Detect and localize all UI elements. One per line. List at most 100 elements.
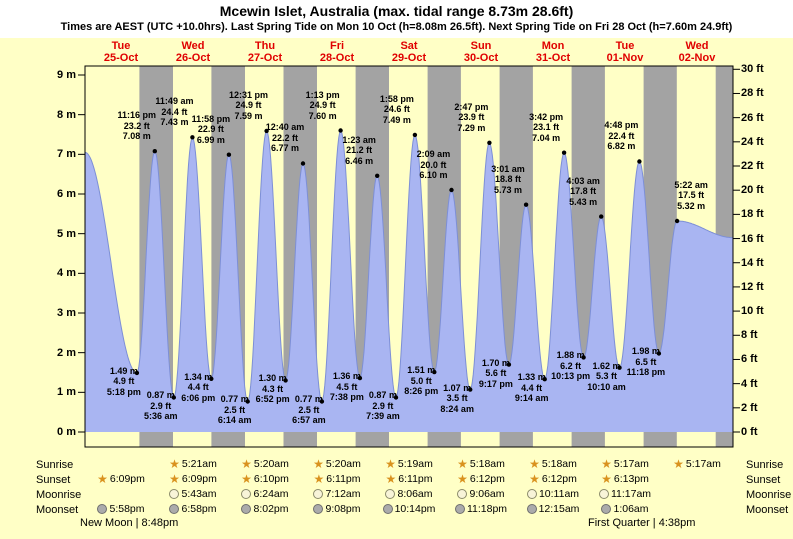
moonrise-row-label-left: Moonrise: [36, 489, 82, 501]
y-axis-label-ft: 30 ft: [741, 63, 764, 76]
moonset-time-text: 8:02pm: [253, 503, 289, 515]
sunrise-time: ★ 5:20am: [305, 458, 369, 470]
high-tide-label: 11:49 am 24.4 ft 7.43 m: [155, 96, 194, 128]
sunset-star-icon: ★: [313, 472, 325, 486]
moonset-icon: [313, 504, 324, 514]
moonset-time: 12:15am: [521, 503, 585, 515]
low-tide-label: 1.33 m 4.4 ft 9:14 am: [514, 372, 549, 404]
sunset-star-icon: ★: [169, 472, 180, 486]
plot-border: [84, 65, 734, 448]
sunrise-time: ★ 5:21am: [161, 458, 225, 470]
sunset-time-text: 6:12pm: [469, 473, 505, 485]
high-tide-label: 4:48 pm 22.4 ft 6.82 m: [604, 120, 639, 152]
sunrise-row-label-left: Sunrise: [36, 459, 74, 471]
moonset-icon: [382, 504, 393, 514]
tide-extreme-marker: [338, 128, 343, 133]
tide-extreme-marker: [561, 150, 567, 155]
low-tide-label: 0.87 m 2.9 ft 5:36 am: [144, 390, 178, 422]
y-axis-label-m: 8 m: [57, 108, 76, 121]
sunset-time: ★ 6:12pm: [449, 473, 513, 485]
y-axis-label-m: 5 m: [57, 227, 76, 240]
low-tide-label: 1.07 m 3.5 ft 8:24 am: [440, 382, 474, 414]
moonrise-row-label-right: Moonrise: [746, 489, 792, 501]
moonset-time: 11:18pm: [449, 503, 513, 515]
y-axis-label-ft: 8 ft: [741, 329, 758, 342]
sunrise-time-text: 5:19am: [397, 458, 433, 470]
y-axis-label-m: 7 m: [57, 148, 76, 161]
sunset-time-text: 6:11pm: [398, 473, 433, 485]
moonset-icon: [601, 504, 612, 514]
sunrise-star-icon: ★: [169, 457, 180, 471]
tide-extreme-marker: [393, 395, 399, 400]
title-area: Mcewin Islet, Australia (max. tidal rang…: [0, 0, 793, 38]
sunset-star-icon: ★: [457, 472, 468, 486]
high-tide-label: 12:40 am 22.2 ft 6.77 m: [265, 122, 305, 154]
tide-extreme-marker: [357, 375, 363, 381]
day-header: Fri 28-Oct: [319, 40, 355, 64]
moonrise-icon: [313, 489, 324, 499]
moonrise-time: 5:43am: [161, 488, 225, 500]
tide-extreme-marker: [300, 161, 306, 166]
moonset-time-text: 9:08pm: [325, 503, 361, 515]
y-axis-label-ft: 26 ft: [741, 111, 764, 124]
low-tide-label: 0.87 m 2.9 ft 7:39 am: [366, 390, 400, 422]
sunrise-time-text: 5:18am: [541, 458, 577, 470]
moonrise-time: 8:06am: [377, 488, 441, 500]
tide-extreme-marker: [523, 202, 529, 207]
high-tide-label: 5:22 am 17.5 ft 5.32 m: [674, 179, 708, 211]
sunset-time: ★ 6:11pm: [305, 473, 369, 485]
high-tide-label: 2:09 am 20.0 ft 6.10 m: [416, 149, 451, 181]
sunrise-star-icon: ★: [241, 457, 252, 471]
tide-curve-area: [85, 130, 733, 432]
sunset-time-text: 6:12pm: [541, 473, 577, 485]
moonrise-time: 11:17am: [593, 488, 657, 500]
tide-extreme-marker: [171, 395, 176, 400]
tide-extreme-marker: [375, 173, 380, 178]
sunrise-star-icon: ★: [385, 457, 396, 471]
sunrise-time: ★ 5:19am: [377, 458, 441, 470]
tide-extreme-marker: [581, 355, 586, 360]
day-header: Sun 30-Oct: [463, 40, 499, 64]
high-tide-label: 1:58 pm 24.6 ft 7.49 m: [379, 93, 414, 125]
tide-extreme-marker: [264, 128, 269, 134]
moonset-time-text: 6:58pm: [181, 503, 217, 515]
tide-extreme-marker: [487, 140, 492, 145]
moonset-time: 5:58pm: [89, 503, 153, 515]
y-axis-label-m: 1 m: [57, 386, 76, 399]
sunrise-time-text: 5:17am: [685, 458, 721, 470]
moonrise-time-text: 8:06am: [397, 488, 433, 500]
sunset-time-text: 6:11pm: [326, 473, 361, 485]
tide-extreme-marker: [432, 369, 437, 375]
moonset-time: 1:06am: [593, 503, 657, 515]
sunset-time-text: 6:09pm: [181, 473, 217, 485]
sunset-time: ★ 6:13pm: [593, 473, 657, 485]
y-axis-label-ft: 12 ft: [741, 280, 764, 293]
day-header: Thu 27-Oct: [247, 40, 283, 64]
low-tide-label: 0.77 m 2.5 ft 6:14 am: [217, 394, 252, 426]
y-axis-label-ft: 20 ft: [741, 184, 764, 197]
y-axis-label-ft: 2 ft: [741, 401, 758, 414]
tide-extreme-marker: [283, 378, 288, 383]
sunrise-time: ★ 5:20am: [233, 458, 297, 470]
moonset-time-text: 5:58pm: [109, 503, 145, 515]
moonset-time-text: 1:06am: [613, 503, 649, 515]
moonrise-time-text: 6:24am: [253, 488, 289, 500]
day-header: Tue 25-Oct: [103, 40, 139, 64]
low-tide-label: 1.98 m 6.5 ft 11:18 pm: [626, 346, 666, 378]
tide-extreme-marker: [656, 351, 662, 356]
low-tide-label: 1.34 m 4.4 ft 6:06 pm: [181, 371, 216, 403]
sunrise-time-text: 5:20am: [253, 458, 289, 470]
y-axis-label-m: 0 m: [57, 426, 76, 438]
y-axis-label-ft: 0 ft: [741, 426, 758, 438]
y-axis-label-m: 4 m: [57, 267, 76, 280]
sunrise-time-text: 5:21am: [181, 458, 217, 470]
y-axis-label-ft: 28 ft: [741, 87, 764, 100]
moonset-icon: [526, 504, 537, 514]
high-tide-label: 3:01 am 18.8 ft 5.73 m: [491, 163, 525, 195]
moonrise-time-text: 7:12am: [325, 488, 361, 500]
sunset-row-label-right: Sunset: [746, 474, 781, 486]
sunrise-star-icon: ★: [457, 457, 468, 471]
y-axis-label-ft: 24 ft: [741, 135, 764, 148]
